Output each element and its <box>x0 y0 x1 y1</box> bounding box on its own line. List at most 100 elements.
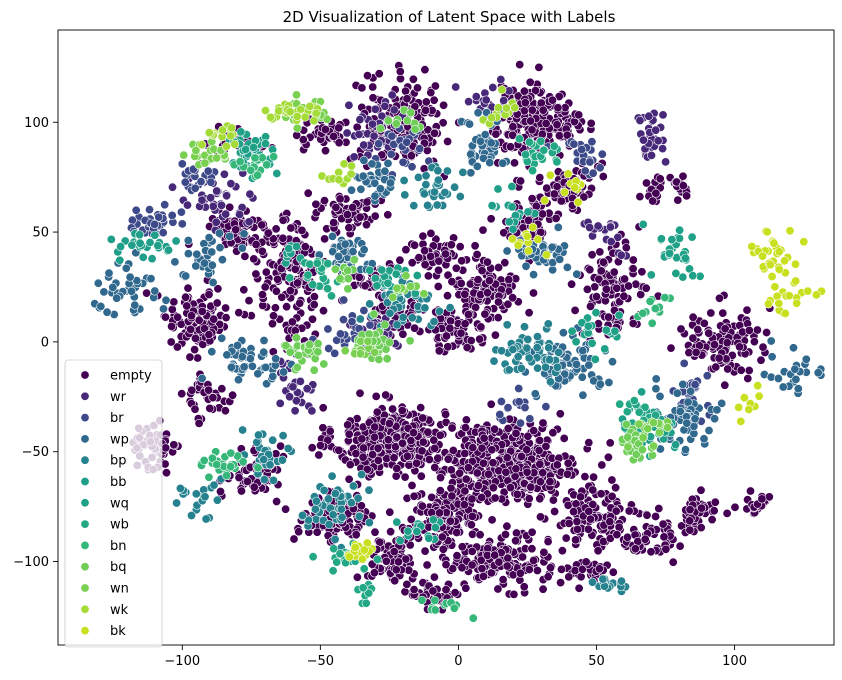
data-point <box>235 157 245 167</box>
data-point <box>169 297 179 307</box>
data-point <box>131 205 141 215</box>
data-point <box>355 314 365 324</box>
data-point <box>384 337 394 347</box>
data-point <box>611 483 621 493</box>
data-point <box>791 374 801 384</box>
data-point <box>263 228 273 238</box>
data-point <box>383 116 393 126</box>
data-point <box>398 312 408 322</box>
data-point <box>380 320 390 330</box>
data-point <box>710 414 720 424</box>
data-point <box>127 215 137 225</box>
data-point <box>320 125 330 135</box>
data-point <box>471 302 481 312</box>
data-point <box>564 518 574 528</box>
data-point <box>445 516 455 526</box>
data-point <box>265 112 275 122</box>
data-point <box>308 552 318 562</box>
data-point <box>659 532 669 542</box>
data-point <box>460 319 470 329</box>
data-point <box>166 337 176 347</box>
data-point <box>164 245 174 255</box>
data-point <box>697 503 707 513</box>
data-point <box>736 365 746 375</box>
data-point <box>583 321 593 331</box>
data-point <box>525 77 535 87</box>
data-point <box>420 546 430 556</box>
data-point <box>96 301 106 311</box>
data-point <box>645 296 655 306</box>
data-point <box>365 265 375 275</box>
data-point <box>319 485 329 495</box>
data-point <box>541 402 551 412</box>
data-point <box>359 140 369 150</box>
data-point <box>402 579 412 589</box>
data-point <box>373 443 383 453</box>
data-point <box>699 318 709 328</box>
data-point <box>260 282 270 292</box>
data-point <box>460 486 470 496</box>
data-point <box>392 432 402 442</box>
data-point <box>209 480 219 490</box>
data-point <box>457 542 467 552</box>
data-point <box>409 585 419 595</box>
data-point <box>150 219 160 229</box>
data-point <box>219 169 229 179</box>
data-point <box>295 376 305 386</box>
data-point <box>406 436 416 446</box>
data-point <box>355 388 365 398</box>
data-point <box>465 119 475 129</box>
data-point <box>646 270 656 280</box>
data-point <box>293 278 303 288</box>
data-point <box>637 267 647 277</box>
data-point <box>268 435 278 445</box>
data-point <box>455 468 465 478</box>
data-point <box>276 441 286 451</box>
data-point <box>651 374 661 384</box>
data-point <box>234 375 244 385</box>
data-point <box>607 491 617 501</box>
data-point <box>749 337 759 347</box>
data-point <box>564 572 574 582</box>
data-point <box>417 446 427 456</box>
data-point <box>309 292 319 302</box>
data-point <box>303 188 313 198</box>
data-point <box>422 560 432 570</box>
data-point <box>208 201 218 211</box>
data-point <box>502 320 512 330</box>
data-point <box>508 293 518 303</box>
data-point <box>538 418 548 428</box>
data-point <box>723 364 733 374</box>
data-point <box>334 138 344 148</box>
data-point <box>520 403 530 413</box>
data-point <box>200 158 210 168</box>
data-point <box>545 563 555 573</box>
data-point <box>352 572 362 582</box>
data-point <box>516 363 526 373</box>
data-point <box>466 149 476 159</box>
data-point <box>529 426 539 436</box>
data-point <box>649 418 659 428</box>
data-point <box>623 432 633 442</box>
data-point <box>773 373 783 383</box>
data-point <box>226 179 236 189</box>
data-point <box>436 473 446 483</box>
data-point <box>525 414 535 424</box>
data-point <box>527 105 537 115</box>
data-point <box>644 111 654 121</box>
data-point <box>467 511 477 521</box>
data-point <box>328 566 338 576</box>
data-point <box>343 265 353 275</box>
data-point <box>443 342 453 352</box>
data-point <box>552 120 562 130</box>
data-point <box>665 248 675 258</box>
data-point <box>584 360 594 370</box>
data-point <box>285 273 295 283</box>
data-point <box>125 272 135 282</box>
data-point <box>576 492 586 502</box>
data-point <box>270 303 280 313</box>
data-point <box>706 308 716 318</box>
data-point <box>778 382 788 392</box>
data-point <box>466 168 476 178</box>
data-point <box>343 284 353 294</box>
